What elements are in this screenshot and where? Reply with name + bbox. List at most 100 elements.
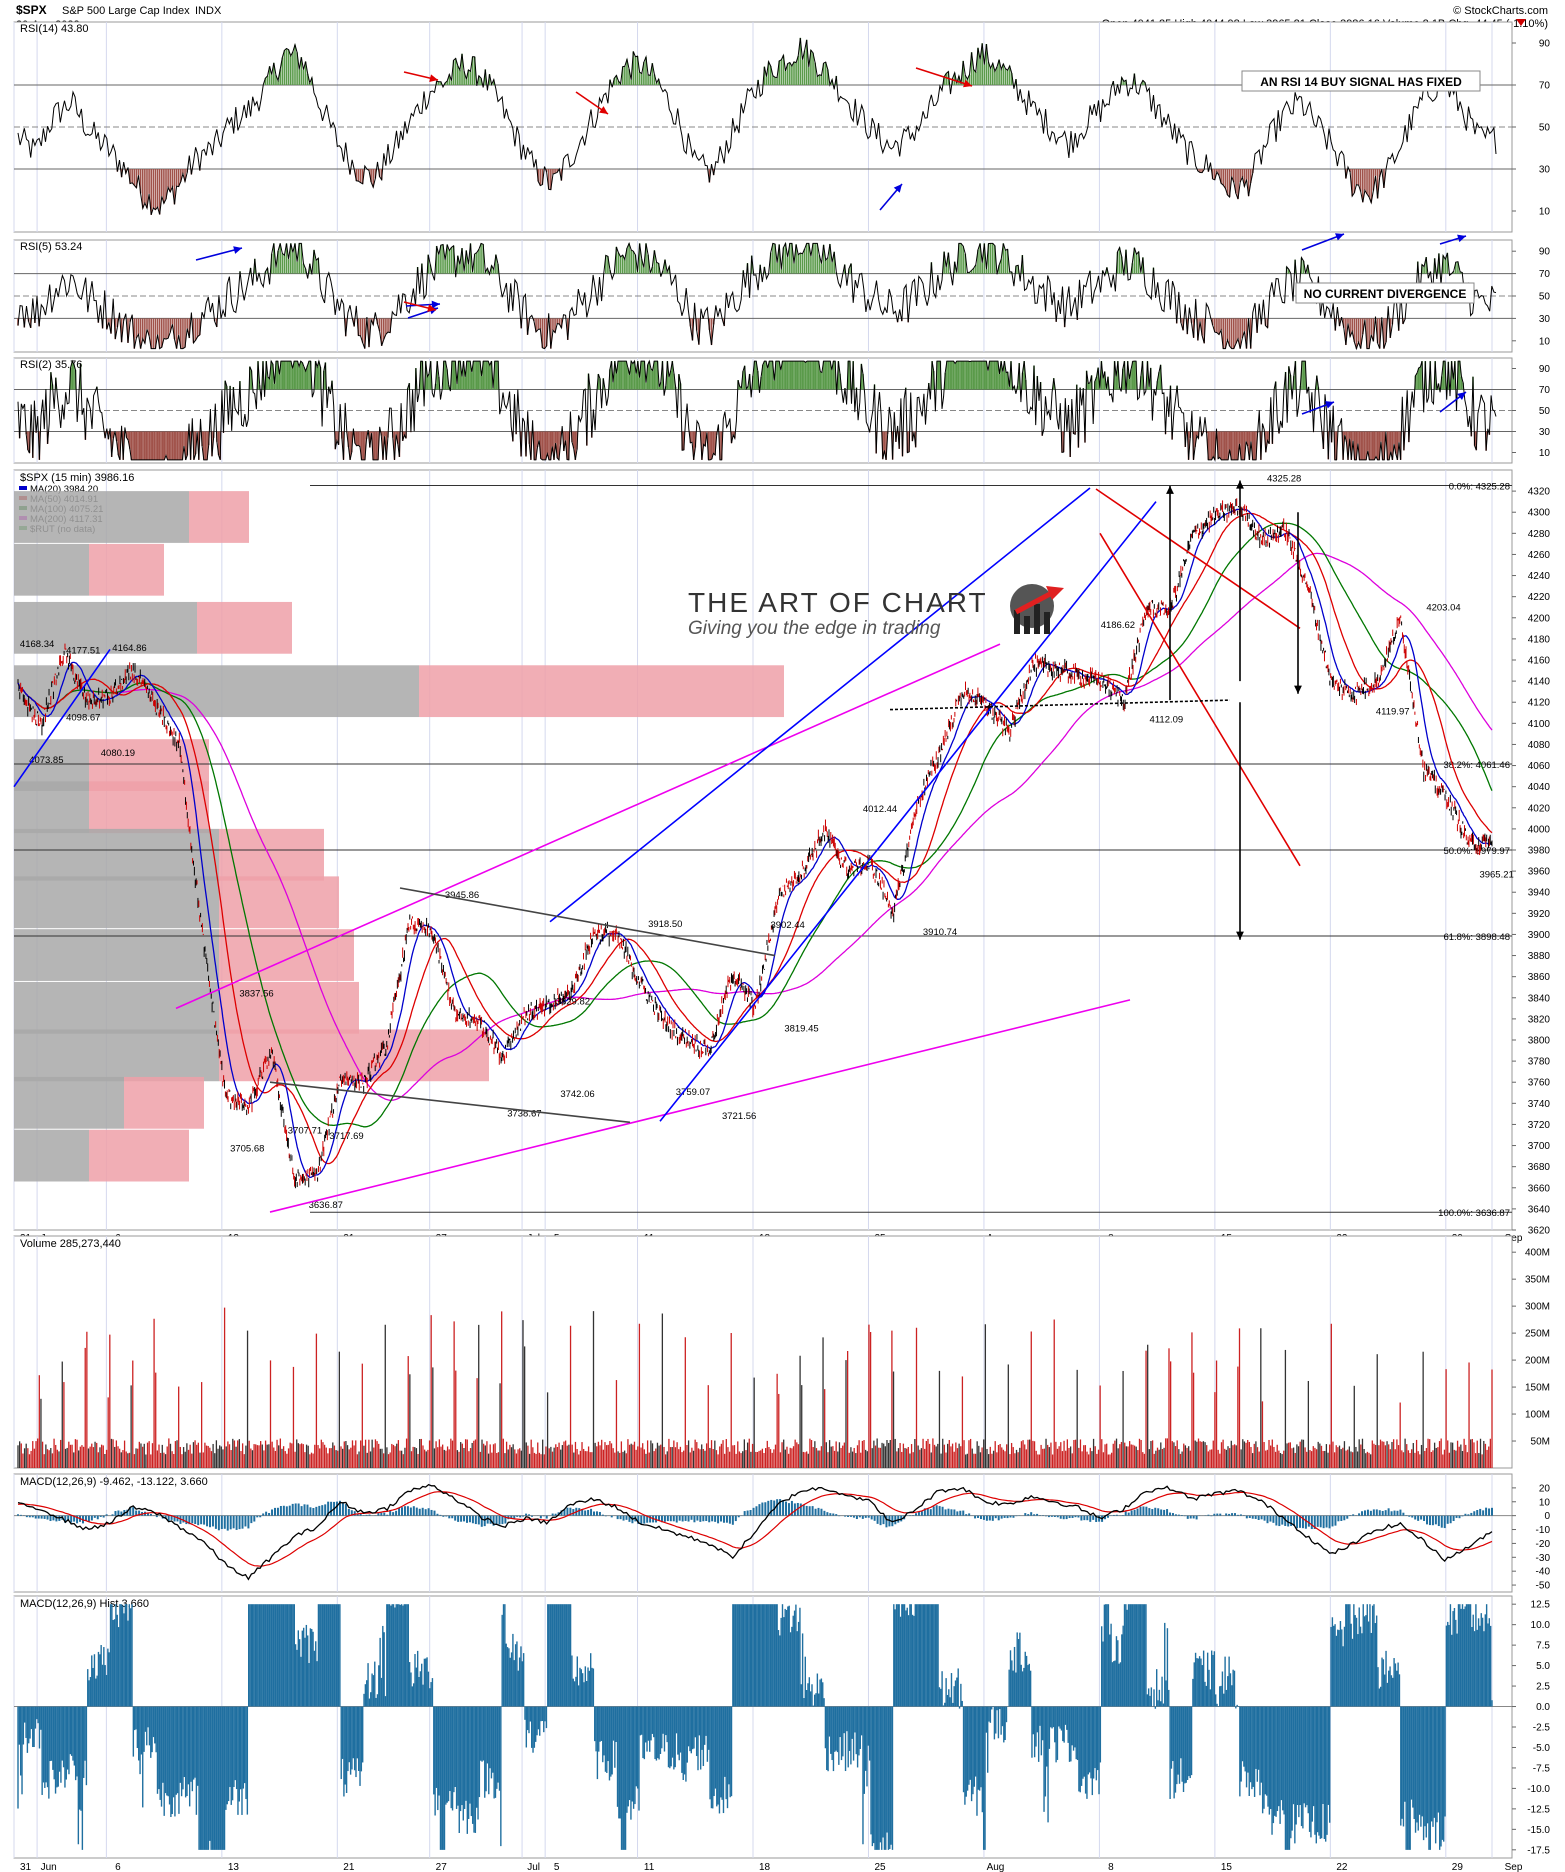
y-tick-label: 70 — [1539, 269, 1551, 280]
panel-title: Volume 285,273,440 — [20, 1238, 121, 1250]
volume-by-price-pink — [219, 828, 324, 881]
trendline — [175, 643, 1001, 1010]
y-tick-label: 90 — [1539, 39, 1551, 50]
y-tick-label: 3820 — [1528, 1014, 1551, 1025]
y-tick-label: -30 — [1536, 1553, 1551, 1564]
target-arrow-head — [1166, 485, 1174, 494]
trendline — [1099, 532, 1301, 867]
price-label: 3721.56 — [722, 1111, 756, 1122]
red-divergence-arrow — [915, 67, 973, 87]
y-tick-label: 3640 — [1528, 1204, 1551, 1215]
y-tick-label: 0.0 — [1536, 1702, 1550, 1713]
y-tick-label: 4220 — [1528, 592, 1551, 603]
volume-by-price-pink — [219, 1029, 489, 1082]
volume-by-price-grey — [14, 491, 189, 543]
y-tick-label: 3900 — [1528, 930, 1551, 941]
y-tick-label: 3800 — [1528, 1036, 1551, 1047]
y-tick-label: 3700 — [1528, 1141, 1551, 1152]
y-tick-label: 4280 — [1528, 529, 1551, 540]
trendline — [549, 487, 1091, 923]
red-divergence-arrow-head — [599, 106, 608, 114]
y-tick-label: 4140 — [1528, 677, 1551, 688]
red-divergence-arrow-head — [429, 74, 438, 82]
volume-by-price-grey — [14, 929, 219, 981]
y-tick-label: -10.0 — [1527, 1784, 1550, 1795]
fib-label: 38.2%: 4061.46 — [1443, 760, 1510, 771]
y-tick-label: -2.5 — [1533, 1723, 1551, 1734]
y-tick-label: 90 — [1539, 364, 1551, 375]
price-panel: 3620 3640 3660 3680 3700 3720 3740 3760 3780 3800… — [13, 469, 1551, 1237]
y-tick-label: 0 — [1544, 1511, 1550, 1522]
chart-name: S&P 500 Large Cap Index — [62, 5, 190, 17]
target-arrow-head — [1236, 480, 1244, 489]
y-tick-label: 30 — [1539, 427, 1551, 438]
y-tick-label: 250M — [1525, 1329, 1550, 1340]
legend-label: MA(20) 3984.20 — [30, 484, 98, 495]
y-tick-label: 3740 — [1528, 1099, 1551, 1110]
macd-hist-panel: -17.5 -15.0 -12.5 -10.0 -7.5 -5.0 -2.5 0.0 2.5 5.… — [13, 1595, 1551, 1859]
y-tick-label: 20 — [1539, 1483, 1551, 1494]
y-tick-label: 4080 — [1528, 740, 1551, 751]
rsi-line — [17, 37, 1497, 215]
y-tick-label: 3960 — [1528, 867, 1551, 878]
panel-title: MACD(12,26,9) Hist 3.660 — [20, 1598, 149, 1610]
red-divergence-arrow-head — [427, 304, 436, 312]
y-tick-label: -50 — [1536, 1581, 1551, 1592]
y-tick-label: 4100 — [1528, 719, 1551, 730]
y-tick-label: 3760 — [1528, 1078, 1551, 1089]
y-tick-label: 4320 — [1528, 487, 1551, 498]
trendline — [269, 1081, 631, 1124]
y-tick-label: -40 — [1536, 1567, 1551, 1578]
y-tick-label: 4180 — [1528, 634, 1551, 645]
y-tick-label: 4240 — [1528, 571, 1551, 582]
y-tick-label: 90 — [1539, 247, 1551, 258]
volume-by-price-pink — [89, 543, 164, 596]
divergence-arrows — [195, 67, 1467, 415]
price-label: 4012.44 — [863, 804, 897, 815]
y-tick-label: 4000 — [1528, 824, 1551, 835]
y-tick-label: 10 — [1539, 448, 1551, 459]
y-tick-label: 12.5 — [1531, 1600, 1551, 1611]
price-label: 4186.62 — [1101, 620, 1135, 631]
macd-panel: -50 -40 -30 -20 -10 0 10 20 MACD(12,26,9) -9.462… — [13, 1473, 1551, 1593]
target-arrow-head — [1294, 685, 1302, 694]
y-tick-label: 50 — [1539, 123, 1551, 134]
y-tick-label: 3980 — [1528, 846, 1551, 857]
moving-average-line — [17, 512, 1493, 1165]
chart-panels: 10 30 50 70 90 RSI(14) 43.80 AN RSI 14 BUY SIG… — [13, 21, 1551, 1872]
macd-signal-line — [17, 1490, 1493, 1567]
chart-symbol: $SPX — [16, 3, 47, 17]
trendline — [1095, 488, 1301, 629]
y-tick-label: -10 — [1536, 1525, 1551, 1536]
y-tick-label: 4300 — [1528, 508, 1551, 519]
y-tick-label: 3920 — [1528, 909, 1551, 920]
panel-title: $SPX (15 min) 3986.16 — [20, 472, 134, 484]
volume-by-price-pink — [89, 781, 209, 834]
y-tick-label: 30 — [1539, 314, 1551, 325]
y-tick-label: 7.5 — [1536, 1641, 1550, 1652]
y-tick-label: 350M — [1525, 1275, 1550, 1286]
price-label: 4119.97 — [1376, 706, 1410, 717]
price-label: 3738.67 — [507, 1109, 541, 1120]
y-tick-label: 3720 — [1528, 1120, 1551, 1131]
y-tick-label: 4200 — [1528, 613, 1551, 624]
price-label: 3965.21 — [1479, 870, 1513, 881]
y-tick-label: 200M — [1525, 1356, 1550, 1367]
price-label: 4112.09 — [1150, 715, 1184, 726]
y-tick-label: -12.5 — [1527, 1804, 1550, 1815]
chart-exchange: INDX — [195, 5, 222, 17]
rsi-line — [17, 241, 1497, 351]
y-tick-label: 10 — [1539, 336, 1551, 347]
volume-panel: 50M 100M 150M 200M 250M 300M 350M 400M Volume 28… — [13, 1235, 1550, 1469]
y-tick-label: 4020 — [1528, 803, 1551, 814]
panel-title: RSI(2) 35.76 — [20, 359, 82, 371]
price-label: 3759.07 — [676, 1087, 710, 1098]
fib-label: 61.8%: 3898.48 — [1443, 932, 1510, 943]
y-tick-label: 400M — [1525, 1248, 1550, 1259]
y-tick-label: 3840 — [1528, 993, 1551, 1004]
rsi-panel-0: 10 30 50 70 90 RSI(14) 43.80 AN RSI 14 BUY SIG… — [13, 21, 1551, 233]
y-tick-label: -7.5 — [1533, 1763, 1551, 1774]
volume-by-price-pink — [189, 491, 249, 543]
price-label: 3819.45 — [784, 1023, 818, 1034]
rsi-line — [17, 359, 1497, 462]
